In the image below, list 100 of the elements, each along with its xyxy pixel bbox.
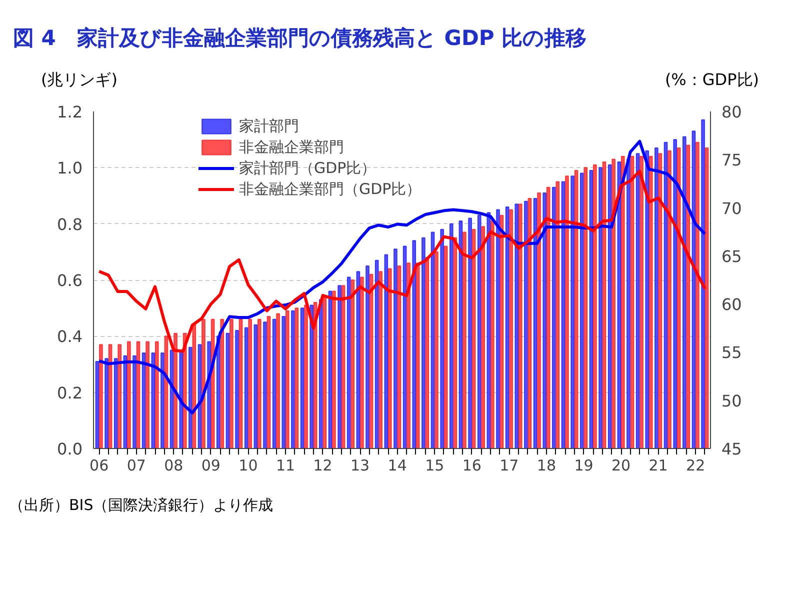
bar bbox=[565, 175, 569, 448]
bar bbox=[561, 181, 566, 448]
bar bbox=[230, 318, 234, 448]
bar bbox=[397, 265, 402, 448]
bar bbox=[179, 350, 184, 448]
bar bbox=[458, 220, 463, 448]
bar bbox=[402, 246, 407, 448]
x-tick-label: 21 bbox=[648, 456, 668, 474]
bar bbox=[338, 284, 342, 448]
y-tick-label: 0.0 bbox=[57, 439, 83, 458]
bar bbox=[304, 304, 308, 448]
y2-axis-title: (%：GDP比) bbox=[664, 69, 759, 91]
bar bbox=[686, 144, 690, 448]
bar bbox=[602, 161, 606, 448]
legend-label: 家計部門 bbox=[239, 116, 299, 136]
x-tick-label: 22 bbox=[686, 456, 706, 474]
bar bbox=[346, 276, 351, 448]
bar bbox=[440, 228, 444, 448]
bar bbox=[266, 316, 271, 448]
x-tick-label: 20 bbox=[611, 456, 631, 474]
bar bbox=[146, 341, 150, 448]
bar bbox=[542, 192, 546, 448]
bar bbox=[434, 251, 438, 448]
y2-tick-label: 80 bbox=[722, 102, 742, 122]
bar bbox=[263, 321, 267, 448]
bar bbox=[518, 204, 522, 448]
bar bbox=[514, 204, 519, 448]
bar bbox=[276, 313, 280, 448]
bar bbox=[648, 156, 653, 448]
bar bbox=[546, 186, 550, 448]
x-tick-label: 07 bbox=[126, 456, 146, 474]
bar bbox=[272, 318, 276, 448]
bar bbox=[394, 248, 398, 448]
legend-label: 非金融企業部門（GDP比） bbox=[239, 180, 422, 199]
bar bbox=[341, 284, 346, 448]
y2-tick-label: 65 bbox=[722, 246, 742, 266]
bar bbox=[322, 296, 327, 448]
bar bbox=[430, 232, 435, 448]
bar bbox=[244, 327, 248, 448]
bar bbox=[118, 344, 122, 448]
bar bbox=[95, 360, 100, 448]
legend-label: 家計部門（GDP比） bbox=[239, 158, 376, 178]
bar bbox=[673, 138, 677, 448]
bar bbox=[654, 147, 658, 448]
bar bbox=[450, 223, 454, 448]
bar bbox=[490, 220, 494, 448]
bar bbox=[636, 152, 640, 448]
bar bbox=[406, 262, 410, 448]
bar bbox=[238, 318, 243, 448]
bar bbox=[645, 150, 650, 448]
y2-tick-label: 60 bbox=[722, 294, 742, 314]
bar bbox=[496, 209, 500, 448]
bar bbox=[612, 158, 616, 448]
x-tick-label: 16 bbox=[462, 456, 482, 474]
bar bbox=[630, 156, 634, 448]
y2-tick-label: 50 bbox=[722, 391, 742, 410]
bar bbox=[593, 164, 597, 448]
y2-tick-label: 45 bbox=[722, 439, 742, 458]
x-tick-label: 12 bbox=[313, 456, 332, 474]
bar bbox=[388, 268, 392, 448]
bar bbox=[704, 147, 709, 448]
x-tick-label: 13 bbox=[350, 456, 370, 474]
x-tick-label: 14 bbox=[388, 456, 407, 474]
bar bbox=[328, 290, 332, 448]
y2-tick-label: 75 bbox=[722, 150, 742, 170]
bar bbox=[350, 279, 354, 448]
legend-label: 非金融企業部門 bbox=[239, 138, 344, 157]
bar bbox=[202, 318, 206, 448]
y-tick-label: 1.2 bbox=[57, 102, 83, 122]
bar bbox=[589, 170, 594, 448]
y-tick-label: 0.6 bbox=[57, 270, 83, 290]
bar bbox=[369, 274, 374, 448]
chart-title: 図 4 家計及び非金融企業部門の債務残高と GDP 比の推移 bbox=[13, 25, 587, 52]
bar bbox=[384, 254, 388, 448]
bar bbox=[664, 142, 668, 448]
bar bbox=[160, 352, 164, 448]
x-tick-label: 06 bbox=[90, 456, 109, 474]
bar bbox=[258, 318, 262, 448]
bar bbox=[509, 209, 513, 448]
bar bbox=[356, 270, 360, 448]
y-tick-label: 1.0 bbox=[57, 158, 83, 178]
bar bbox=[310, 304, 314, 448]
bar bbox=[574, 170, 578, 448]
bar bbox=[462, 232, 466, 448]
line-series bbox=[98, 140, 706, 414]
x-tick-label: 08 bbox=[164, 456, 184, 474]
bar bbox=[444, 246, 448, 448]
x-tick-label: 10 bbox=[238, 456, 258, 474]
bar bbox=[598, 167, 602, 448]
x-tick-label: 15 bbox=[425, 456, 444, 474]
bar bbox=[378, 270, 382, 448]
bar bbox=[425, 256, 430, 448]
bar bbox=[668, 150, 672, 448]
bar bbox=[366, 265, 370, 448]
x-tick-label: 11 bbox=[276, 456, 296, 474]
bar bbox=[360, 276, 364, 448]
bar bbox=[154, 341, 159, 448]
bar bbox=[505, 206, 510, 448]
bar bbox=[472, 228, 476, 448]
bar bbox=[285, 310, 290, 448]
